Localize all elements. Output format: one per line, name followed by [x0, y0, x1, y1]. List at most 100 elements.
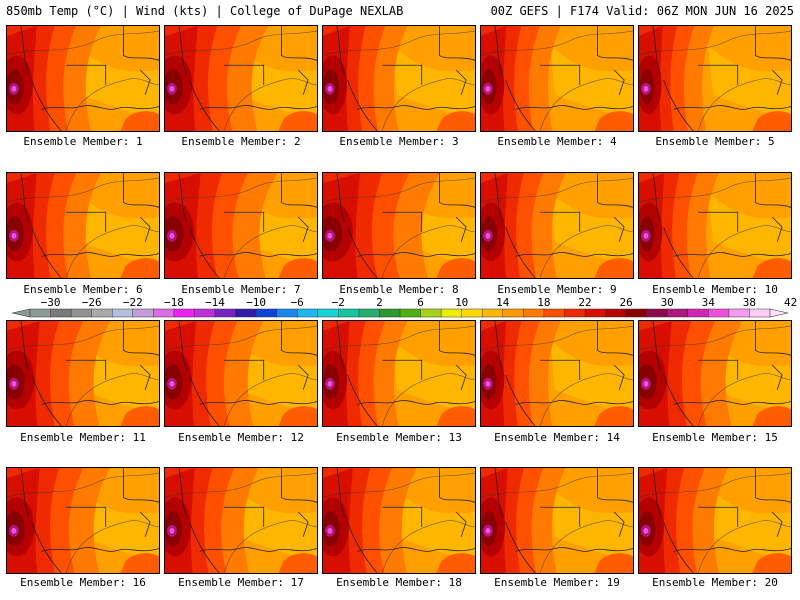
colorbar-swatch	[666, 308, 689, 318]
ensemble-member-label: Ensemble Member: 17	[178, 576, 304, 589]
ensemble-member-label: Ensemble Member: 9	[497, 283, 617, 296]
ensemble-member-map	[164, 467, 318, 574]
ensemble-member-map	[480, 467, 634, 574]
colorbar-label: −30	[41, 296, 61, 309]
temperature-colorbar: −30 −26 −22 −18 −14 −10 −6 −2 2 6 10 14 18 22 26 30 34 38…	[11, 296, 798, 318]
ensemble-member-map	[638, 467, 792, 574]
ensemble-member-label: Ensemble Member: 12	[178, 431, 304, 444]
colorbar-swatch	[749, 308, 771, 318]
colorbar-swatch	[502, 308, 524, 318]
colorbar-swatch	[296, 308, 319, 318]
colorbar-left-arrow	[11, 308, 31, 318]
colorbar-swatch	[543, 308, 566, 318]
colorbar-label: −14	[205, 296, 225, 309]
run-valid-time: 00Z GEFS | F174 Valid: 06Z MON JUN 16 20…	[490, 4, 794, 18]
colorbar-swatch	[276, 308, 298, 318]
colorbar-swatch	[91, 308, 113, 318]
ensemble-member-label: Ensemble Member: 10	[652, 283, 778, 296]
colorbar-swatch	[481, 308, 504, 318]
colorbar-swatch	[461, 308, 483, 318]
ensemble-member-map	[480, 320, 634, 427]
ensemble-member-label: Ensemble Member: 20	[652, 576, 778, 589]
ensemble-member-label: Ensemble Member: 8	[339, 283, 459, 296]
ensemble-member-label: Ensemble Member: 7	[181, 283, 301, 296]
ensemble-member-label: Ensemble Member: 19	[494, 576, 620, 589]
colorbar-swatch	[50, 308, 72, 318]
ensemble-member-label: Ensemble Member: 13	[336, 431, 462, 444]
ensemble-member-map	[6, 467, 160, 574]
colorbar-swatch	[132, 308, 154, 318]
ensemble-member-map	[164, 320, 318, 427]
colorbar-swatch	[173, 308, 196, 318]
ensemble-member-label: Ensemble Member: 3	[339, 135, 459, 148]
colorbar-swatch	[235, 308, 257, 318]
ensemble-member-label: Ensemble Member: 11	[20, 431, 146, 444]
colorbar-label: 18	[537, 296, 550, 309]
ensemble-member-map	[6, 320, 160, 427]
ensemble-member-map	[322, 172, 476, 279]
ensemble-member-map	[480, 25, 634, 132]
colorbar-swatch	[255, 308, 278, 318]
colorbar-swatch	[70, 308, 93, 318]
colorbar-swatch	[358, 308, 381, 318]
colorbar-label: 6	[417, 296, 424, 309]
colorbar-swatch	[317, 308, 339, 318]
colorbar-swatch	[420, 308, 442, 318]
ensemble-member-label: Ensemble Member: 4	[497, 135, 617, 148]
ensemble-member-map	[6, 172, 160, 279]
colorbar-label: 14	[496, 296, 510, 309]
colorbar-swatch	[687, 308, 709, 318]
colorbar-label: 38	[743, 296, 756, 309]
colorbar-label: −26	[82, 296, 102, 309]
ensemble-member-map	[638, 320, 792, 427]
colorbar-swatch	[625, 308, 648, 318]
colorbar-swatch	[564, 308, 586, 318]
ensemble-member-label: Ensemble Member: 16	[20, 576, 146, 589]
colorbar-label: 42	[784, 296, 797, 309]
colorbar-swatch	[440, 308, 463, 318]
colorbar-swatch	[194, 308, 216, 318]
colorbar-label: 22	[578, 296, 591, 309]
ensemble-member-label: Ensemble Member: 6	[23, 283, 143, 296]
colorbar-swatch	[214, 308, 237, 318]
colorbar-swatch	[338, 308, 360, 318]
colorbar-swatch	[153, 308, 175, 318]
colorbar-label: −10	[246, 296, 266, 309]
colorbar-label: 30	[661, 296, 674, 309]
colorbar-label: −6	[291, 296, 304, 309]
colorbar-swatch	[728, 308, 751, 318]
ensemble-member-label: Ensemble Member: 2	[181, 135, 301, 148]
colorbar-right-arrow	[769, 308, 789, 318]
ensemble-member-map	[638, 25, 792, 132]
colorbar-swatch	[646, 308, 668, 318]
colorbar-swatch	[399, 308, 422, 318]
ensemble-member-map	[322, 467, 476, 574]
colorbar-labels: −30 −26 −22 −18 −14 −10 −6 −2 2 6 10 14 18 22 26 30 34 38…	[41, 296, 798, 309]
colorbar-label: 34	[702, 296, 716, 309]
ensemble-member-map	[322, 25, 476, 132]
ensemble-member-map	[322, 320, 476, 427]
ensemble-member-map	[480, 172, 634, 279]
colorbar-label: −2	[332, 296, 345, 309]
ensemble-member-label: Ensemble Member: 14	[494, 431, 620, 444]
colorbar-swatch	[584, 308, 607, 318]
map-title: 850mb Temp (°C) | Wind (kts) | College o…	[6, 4, 404, 18]
ensemble-member-map	[638, 172, 792, 279]
ensemble-member-map	[164, 172, 318, 279]
ensemble-member-label: Ensemble Member: 5	[655, 135, 775, 148]
colorbar-swatch	[605, 308, 627, 318]
ensemble-member-label: Ensemble Member: 18	[336, 576, 462, 589]
ensemble-member-label: Ensemble Member: 15	[652, 431, 778, 444]
ensemble-member-label: Ensemble Member: 1	[23, 135, 143, 148]
colorbar-label: 10	[455, 296, 468, 309]
colorbar-label: 26	[619, 296, 632, 309]
colorbar-label: −18	[164, 296, 184, 309]
colorbar-swatch	[708, 308, 730, 318]
colorbar-label: −22	[123, 296, 143, 309]
colorbar-swatch	[29, 308, 52, 318]
colorbar-label: 2	[376, 296, 383, 309]
ensemble-member-map	[6, 25, 160, 132]
colorbar-swatch	[111, 308, 134, 318]
ensemble-member-map	[164, 25, 318, 132]
colorbar-swatch	[379, 308, 401, 318]
